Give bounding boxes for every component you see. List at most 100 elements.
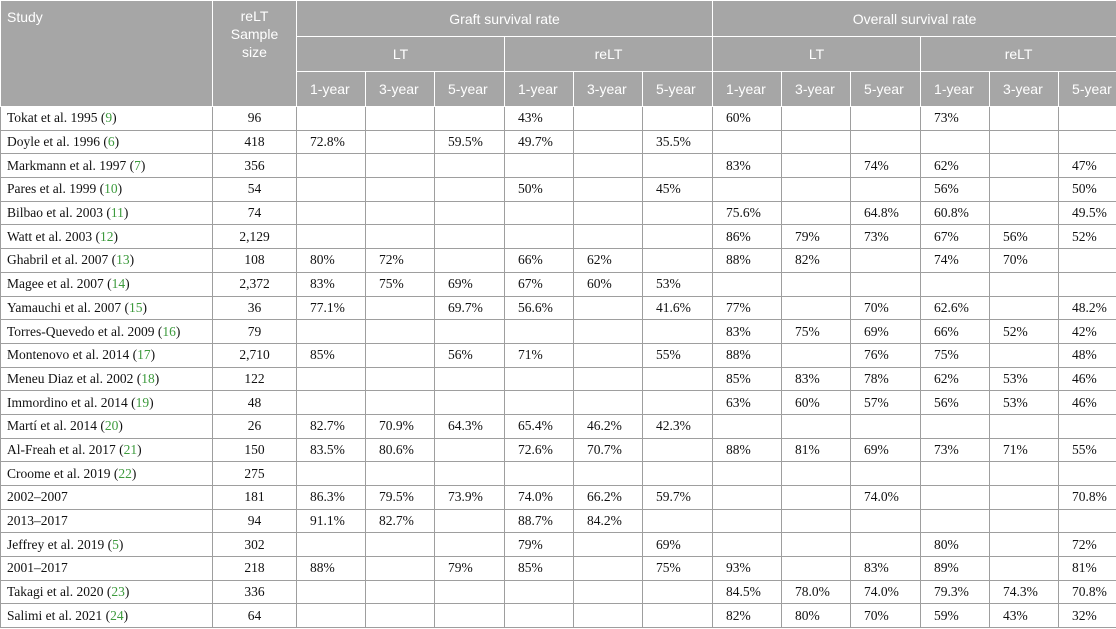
survival-rate-cell: 50% (504, 177, 574, 202)
survival-rate-cell: 69% (641, 532, 714, 558)
survival-rate-cell: 85% (712, 366, 783, 392)
reference-link[interactable]: 6 (107, 134, 115, 150)
survival-rate-cell: 66% (504, 248, 574, 273)
survival-rate-cell (641, 319, 714, 344)
reference-link[interactable]: 11 (110, 205, 124, 221)
survival-rate-cell: 43% (504, 106, 574, 131)
survival-rate-cell: 74.3% (989, 579, 1060, 605)
study-cell: Bilbao et al. 2003 (11) (0, 200, 213, 226)
survival-rate-cell (573, 106, 643, 131)
sample-size-cell: 218 (212, 556, 297, 581)
reference-link[interactable]: 23 (111, 584, 125, 600)
survival-rate-cell: 89% (920, 556, 991, 581)
survival-rate-cell (573, 342, 643, 368)
year-column-header: 1-year (712, 71, 783, 107)
table-row: 2013–2017 94 91.1% 82.7% 88.7% 84.2% (0, 508, 1116, 534)
reference-link[interactable]: 14 (111, 276, 126, 292)
reference-close-paren: ) (112, 110, 117, 126)
reference-close-paren: ) (150, 347, 156, 363)
survival-rate-cell (296, 177, 366, 202)
survival-rate-cell (504, 603, 574, 629)
reference-link[interactable]: 7 (134, 157, 141, 173)
reference-link[interactable]: 13 (116, 252, 130, 268)
survival-rate-cell: 93% (712, 556, 783, 581)
study-name: Markmann et al. 1997 ( (7, 157, 135, 173)
survival-rate-cell: 80% (781, 603, 852, 629)
overall-survival-header: Overall survival rate (712, 0, 1116, 37)
survival-rate-cell: 81% (781, 437, 852, 463)
reference-link[interactable]: 18 (141, 370, 155, 386)
study-cell: Watt et al. 2003 (12) (0, 224, 213, 250)
survival-rate-cell (365, 153, 435, 179)
survival-rate-cell: 48.2% (1058, 295, 1116, 321)
survival-rate-cell: 91.1% (296, 508, 366, 534)
study-name: Martí et al. 2014 ( (7, 418, 105, 434)
overall-lt-header: LT (712, 36, 922, 72)
survival-rate-cell: 81% (1058, 556, 1116, 581)
survival-rate-cell: 70.7% (573, 437, 643, 463)
table-row: Markmann et al. 1997 (7) 356 83% 74% 62% 47% (0, 153, 1116, 179)
survival-rate-cell (296, 224, 366, 250)
reference-link[interactable]: 10 (104, 181, 118, 197)
survival-rate-cell: 69% (850, 319, 922, 344)
survival-rate-cell (1058, 248, 1116, 273)
reference-link[interactable]: 21 (123, 441, 138, 457)
survival-rate-cell (989, 177, 1060, 202)
survival-rate-cell: 46% (1058, 390, 1116, 415)
survival-rate-cell (920, 508, 991, 534)
survival-rate-cell: 62% (573, 248, 643, 273)
survival-rate-cell (850, 106, 922, 131)
table-row: Al-Freah et al. 2017 (21) 150 83.5% 80.6% 72… (0, 437, 1116, 463)
survival-rate-cell: 78.0% (781, 579, 852, 605)
study-name: Jeffrey et al. 2019 ( (7, 536, 113, 552)
survival-rate-cell: 77.1% (296, 295, 366, 321)
table-row: Martí et al. 2014 (20) 26 82.7% 70.9% 64.3% 6… (0, 413, 1116, 439)
study-name: Magee et al. 2007 ( (7, 276, 112, 292)
reference-link[interactable]: 15 (128, 299, 143, 315)
survival-rate-cell (573, 579, 643, 605)
reference-link[interactable]: 22 (118, 465, 132, 481)
survival-rate-cell: 71% (504, 342, 574, 368)
survival-rate-cell: 80.6% (365, 437, 435, 463)
survival-rate-cell (781, 532, 852, 558)
survival-rate-cell (989, 461, 1060, 486)
survival-rate-cell (712, 485, 783, 510)
reference-close-paren: ) (118, 418, 123, 434)
reference-link[interactable]: 17 (137, 347, 151, 363)
survival-rate-cell (504, 390, 574, 415)
table-row: Yamauchi et al. 2007 (15) 36 77.1% 69.7% 56.… (0, 295, 1116, 321)
reference-link[interactable]: 19 (135, 394, 150, 410)
survival-rate-cell: 56% (989, 224, 1060, 250)
survival-rate-cell: 53% (641, 271, 714, 297)
reference-link[interactable]: 24 (110, 607, 124, 623)
survival-rate-cell: 88% (296, 556, 366, 581)
survival-rate-cell: 75.6% (712, 200, 783, 226)
survival-rate-cell: 84.2% (573, 508, 643, 534)
survival-rate-cell: 75% (365, 271, 435, 297)
survival-rate-cell: 74.0% (504, 485, 574, 510)
reference-link[interactable]: 16 (162, 323, 176, 339)
reference-link[interactable]: 5 (112, 536, 119, 552)
reference-link[interactable]: 20 (104, 418, 119, 434)
survival-rate-cell (1058, 271, 1116, 297)
survival-rate-cell (365, 200, 435, 226)
survival-rate-cell (641, 200, 714, 226)
sample-size-cell: 96 (212, 106, 297, 131)
table-row: Bilbao et al. 2003 (11) 74 75.6% 64.8% 60.8%… (0, 200, 1116, 226)
survival-rate-cell (434, 248, 505, 273)
survival-rate-cell (296, 366, 366, 392)
survival-rate-cell: 59.5% (434, 129, 505, 155)
reference-link[interactable]: 9 (105, 110, 113, 126)
survival-rate-cell: 64.3% (434, 413, 505, 439)
survival-rate-cell: 73% (850, 224, 922, 250)
survival-rate-cell: 41.6% (641, 295, 714, 321)
survival-rate-cell (296, 532, 366, 558)
study-cell: Takagi et al. 2020 (23) (0, 579, 213, 605)
reference-link[interactable]: 12 (100, 228, 114, 244)
sample-size-cell: 74 (212, 200, 297, 226)
study-name: Watt et al. 2003 ( (7, 228, 101, 244)
survival-rate-cell (434, 200, 505, 226)
survival-rate-cell: 79.5% (365, 485, 435, 510)
survival-rate-cell (573, 200, 643, 226)
study-name: Salimi et al. 2021 ( (7, 607, 111, 623)
